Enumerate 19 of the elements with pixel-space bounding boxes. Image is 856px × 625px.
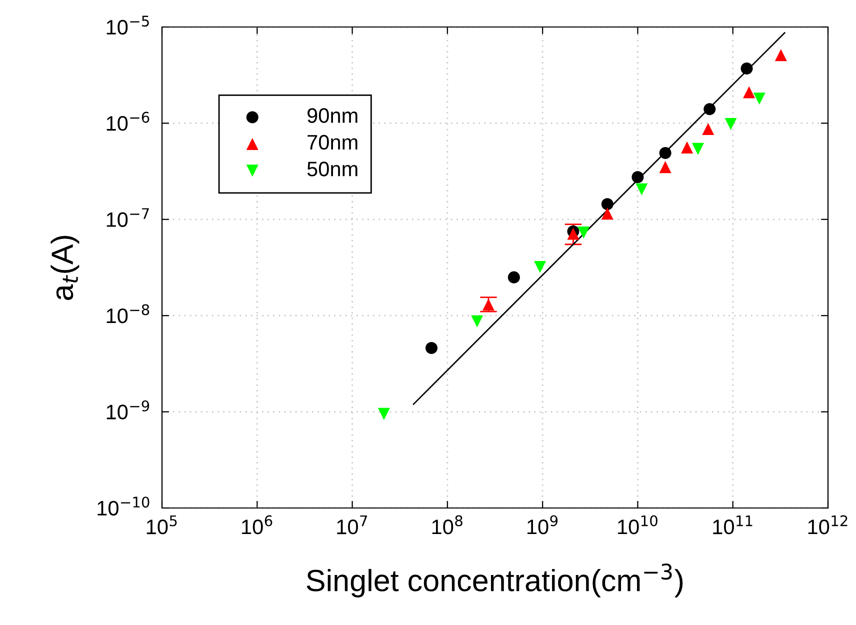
x-tick-label: 10$^{8}$: [432, 515, 462, 534]
y-tick-label: 10$^{−10}$: [98, 496, 150, 516]
legend-label: 50nm: [307, 162, 358, 176]
x-tick-label: 10$^{6}$: [242, 515, 272, 534]
x-tick-label: 10$^{9}$: [527, 515, 558, 534]
x-axis-title: Singlet concentration(cm$^{−3}$): [306, 564, 683, 598]
y-axis-title: a$_{t}$(A): [50, 236, 80, 300]
x-tick-label: 10$^{5}$: [146, 515, 177, 534]
x-tick-label: 10$^{12}$: [808, 515, 848, 534]
x-tick-label: 10$^{10}$: [618, 515, 658, 534]
legend-label: 70nm: [308, 134, 358, 150]
x-tick-label: 10$^{7}$: [337, 515, 368, 534]
x-tick-label: 10$^{11}$: [713, 515, 752, 534]
y-tick-label: 10$^{−9}$: [106, 400, 150, 420]
y-tick-label: 10$^{−7}$: [106, 208, 149, 228]
y-tick-label: 10$^{−6}$: [106, 112, 150, 131]
legend-label: 90nm: [308, 108, 358, 123]
y-tick-label: 10$^{−8}$: [106, 304, 150, 324]
y-tick-label: 10$^{−5}$: [106, 16, 149, 35]
